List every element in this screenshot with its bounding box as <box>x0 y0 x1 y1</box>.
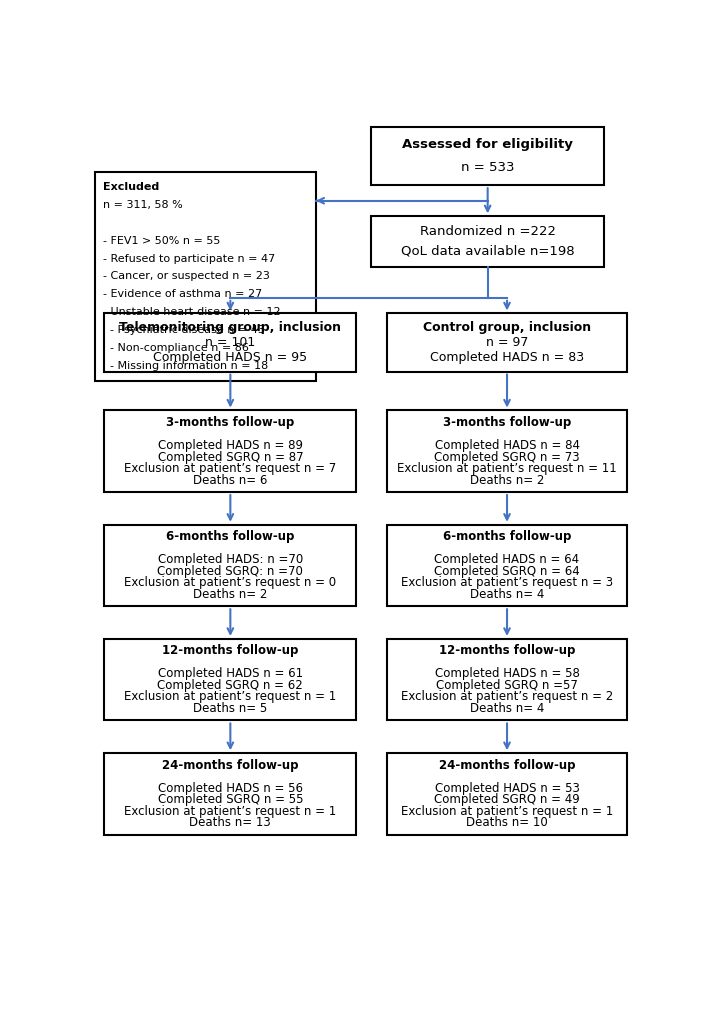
Text: Deaths n= 2: Deaths n= 2 <box>193 588 268 600</box>
FancyBboxPatch shape <box>387 753 628 834</box>
Text: Exclusion at patient’s request n = 1: Exclusion at patient’s request n = 1 <box>124 690 336 703</box>
Text: 6-months follow-up: 6-months follow-up <box>443 530 571 543</box>
Text: Completed SGRQ n = 55: Completed SGRQ n = 55 <box>158 793 303 806</box>
Text: n = 311, 58 %: n = 311, 58 % <box>103 200 183 210</box>
Text: Exclusion at patient’s request n = 2: Exclusion at patient’s request n = 2 <box>401 690 613 703</box>
Text: - Missing information n = 18: - Missing information n = 18 <box>103 361 268 371</box>
Text: Exclusion at patient’s request n = 0: Exclusion at patient’s request n = 0 <box>124 576 336 589</box>
FancyBboxPatch shape <box>387 525 628 606</box>
Text: Completed HADS n = 64: Completed HADS n = 64 <box>434 553 580 566</box>
Text: n = 533: n = 533 <box>461 161 514 174</box>
Text: Completed SGRQ n = 87: Completed SGRQ n = 87 <box>158 451 303 463</box>
Text: Completed HADS n = 53: Completed HADS n = 53 <box>435 782 580 795</box>
Text: Completed SGRQ n =57: Completed SGRQ n =57 <box>436 679 578 692</box>
Text: Completed HADS n = 95: Completed HADS n = 95 <box>154 351 308 364</box>
Text: 12-months follow-up: 12-months follow-up <box>162 645 298 658</box>
FancyBboxPatch shape <box>371 216 604 266</box>
Text: - Non-compliance n = 86: - Non-compliance n = 86 <box>103 343 249 353</box>
Text: Completed HADS n = 61: Completed HADS n = 61 <box>158 667 303 680</box>
Text: 24-months follow-up: 24-months follow-up <box>439 759 575 772</box>
Text: - Psychiatric disease n = 43: - Psychiatric disease n = 43 <box>103 325 265 335</box>
Text: - Cancer, or suspected n = 23: - Cancer, or suspected n = 23 <box>103 271 270 282</box>
Text: Completed HADS n = 56: Completed HADS n = 56 <box>158 782 303 795</box>
Text: Telemonitoring group, inclusion: Telemonitoring group, inclusion <box>119 321 341 334</box>
Text: - Unstable heart-disease n = 12: - Unstable heart-disease n = 12 <box>103 308 281 318</box>
FancyBboxPatch shape <box>387 411 628 492</box>
Text: Completed SGRQ n = 64: Completed SGRQ n = 64 <box>434 565 580 578</box>
Text: Deaths n= 2: Deaths n= 2 <box>470 473 544 486</box>
FancyBboxPatch shape <box>387 314 628 371</box>
Text: n = 101: n = 101 <box>205 336 256 349</box>
Text: Deaths n= 6: Deaths n= 6 <box>193 473 268 486</box>
FancyBboxPatch shape <box>387 639 628 720</box>
Text: n = 97: n = 97 <box>486 336 528 349</box>
Text: Exclusion at patient’s request n = 1: Exclusion at patient’s request n = 1 <box>124 805 336 817</box>
Text: Randomized n =222: Randomized n =222 <box>420 225 555 238</box>
Text: Deaths n= 5: Deaths n= 5 <box>193 702 268 715</box>
Text: Excluded: Excluded <box>103 182 159 192</box>
FancyBboxPatch shape <box>371 127 604 186</box>
FancyBboxPatch shape <box>104 411 356 492</box>
Text: Completed SGRQ n = 73: Completed SGRQ n = 73 <box>434 451 580 463</box>
FancyBboxPatch shape <box>104 525 356 606</box>
Text: Completed HADS: n =70: Completed HADS: n =70 <box>158 553 303 566</box>
Text: Exclusion at patient’s request n = 7: Exclusion at patient’s request n = 7 <box>124 462 336 475</box>
Text: 24-months follow-up: 24-months follow-up <box>162 759 298 772</box>
Text: - Refused to participate n = 47: - Refused to participate n = 47 <box>103 253 276 263</box>
Text: Exclusion at patient’s request n = 3: Exclusion at patient’s request n = 3 <box>401 576 613 589</box>
Text: Completed SGRQ n = 62: Completed SGRQ n = 62 <box>158 679 303 692</box>
Text: Deaths n= 13: Deaths n= 13 <box>189 816 271 829</box>
FancyBboxPatch shape <box>95 172 316 381</box>
Text: Completed SGRQ: n =70: Completed SGRQ: n =70 <box>157 565 303 578</box>
Text: Completed HADS n = 58: Completed HADS n = 58 <box>435 667 580 680</box>
Text: 3-months follow-up: 3-months follow-up <box>443 416 571 429</box>
FancyBboxPatch shape <box>104 753 356 834</box>
Text: Completed HADS n = 83: Completed HADS n = 83 <box>430 351 584 364</box>
Text: 6-months follow-up: 6-months follow-up <box>166 530 295 543</box>
Text: Deaths n= 10: Deaths n= 10 <box>466 816 548 829</box>
Text: Completed HADS n = 89: Completed HADS n = 89 <box>158 439 303 452</box>
Text: - FEV1 > 50% n = 55: - FEV1 > 50% n = 55 <box>103 235 221 245</box>
Text: - Evidence of asthma n = 27: - Evidence of asthma n = 27 <box>103 290 262 300</box>
Text: Exclusion at patient’s request n = 11: Exclusion at patient’s request n = 11 <box>397 462 617 475</box>
FancyBboxPatch shape <box>104 639 356 720</box>
Text: Exclusion at patient’s request n = 1: Exclusion at patient’s request n = 1 <box>401 805 613 817</box>
Text: Completed HADS n = 84: Completed HADS n = 84 <box>435 439 580 452</box>
Text: Assessed for eligibility: Assessed for eligibility <box>402 138 573 151</box>
Text: 12-months follow-up: 12-months follow-up <box>439 645 575 658</box>
Text: Completed SGRQ n = 49: Completed SGRQ n = 49 <box>434 793 580 806</box>
FancyBboxPatch shape <box>104 314 356 371</box>
Text: Control group, inclusion: Control group, inclusion <box>423 321 591 334</box>
Text: Deaths n= 4: Deaths n= 4 <box>470 588 544 600</box>
Text: Deaths n= 4: Deaths n= 4 <box>470 702 544 715</box>
Text: QoL data available n=198: QoL data available n=198 <box>401 244 575 257</box>
Text: 3-months follow-up: 3-months follow-up <box>166 416 294 429</box>
